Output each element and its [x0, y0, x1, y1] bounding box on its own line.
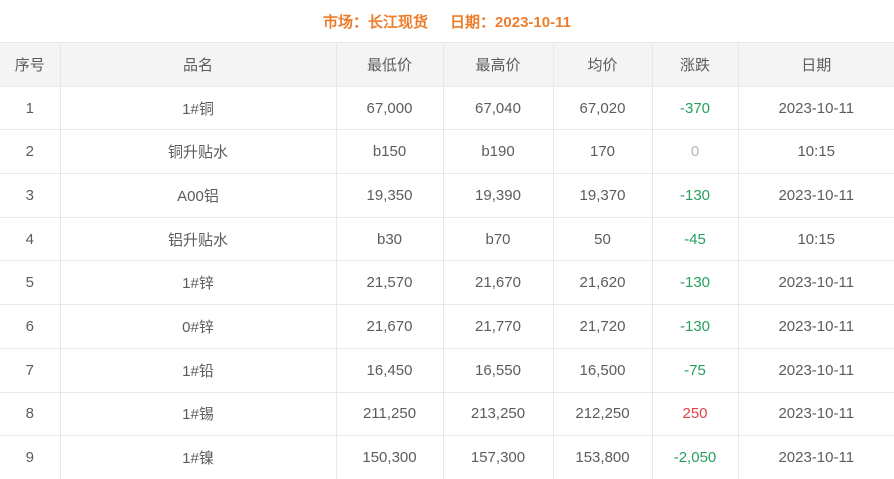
cell-date: 2023-10-11 [738, 173, 894, 218]
cell-avg: 21,620 [553, 260, 653, 305]
cell-no: 8 [0, 391, 61, 436]
date-label: 日期：2023-10-11 [450, 13, 571, 31]
cell-change: -45 [652, 216, 739, 261]
cell-low: 21,670 [336, 304, 444, 349]
table-row: 4 铝升贴水 b30 b70 50 -45 10:15 [0, 216, 894, 261]
cell-no: 4 [0, 216, 61, 261]
cell-high: 19,390 [443, 173, 554, 218]
cell-name: 1#锌 [60, 260, 337, 305]
cell-date: 2023-10-11 [738, 260, 894, 305]
table-row: 9 1#镍 150,300 157,300 153,800 -2,050 2023-10-1… [0, 435, 894, 479]
cell-low: b30 [336, 216, 444, 261]
column-header-date: 日期 [738, 42, 894, 87]
column-header-avg: 均价 [553, 42, 653, 87]
price-table: 序号 品名 最低价 最高价 均价 涨跌 日期 1 1#铜 67,000 67,040 67,020-… [0, 42, 894, 479]
cell-high: 67,040 [443, 85, 554, 130]
cell-high: 16,550 [443, 347, 554, 392]
column-header-low: 最低价 [336, 42, 444, 87]
cell-no: 2 [0, 129, 61, 174]
cell-high: 21,670 [443, 260, 554, 305]
cell-avg: 19,370 [553, 173, 653, 218]
market-label: 市场：长江现货 [323, 13, 429, 31]
cell-avg: 212,250 [553, 391, 653, 436]
cell-change: -2,050 [652, 435, 739, 479]
header-row: 序号 品名 最低价 最高价 均价 涨跌 日期 [0, 42, 894, 87]
cell-name: 0#锌 [60, 304, 337, 349]
cell-name: 1#锡 [60, 391, 337, 436]
cell-change: 0 [652, 129, 739, 174]
cell-name: 铜升贴水 [60, 129, 337, 174]
cell-name: 1#镍 [60, 435, 337, 479]
cell-change: 250 [652, 391, 739, 436]
cell-low: b150 [336, 129, 444, 174]
cell-no: 1 [0, 85, 61, 130]
cell-high: b70 [443, 216, 554, 261]
table-body: 1 1#铜 67,000 67,040 67,020 -370 2023-10-11 2 铜升贴… [0, 85, 894, 479]
cell-avg: 21,720 [553, 304, 653, 349]
cell-low: 67,000 [336, 85, 444, 130]
cell-date: 10:15 [738, 216, 894, 261]
cell-no: 3 [0, 173, 61, 218]
cell-name: 1#铅 [60, 347, 337, 392]
cell-avg: 170 [553, 129, 653, 174]
page-title: 市场：长江现货 日期：2023-10-11 [0, 0, 894, 42]
cell-no: 5 [0, 260, 61, 305]
table-row: 8 1#锡 211,250 213,250 212,250 250 2023-10-11 [0, 391, 894, 436]
cell-low: 19,350 [336, 173, 444, 218]
cell-name: 铝升贴水 [60, 216, 337, 261]
table-row: 3 A00铝 19,350 19,390 19,370 -130 2023-10-11 [0, 173, 894, 218]
table-header: 序号 品名 最低价 最高价 均价 涨跌 日期 [0, 42, 894, 87]
column-header-high: 最高价 [443, 42, 554, 87]
cell-no: 9 [0, 435, 61, 479]
cell-date: 10:15 [738, 129, 894, 174]
cell-name: 1#铜 [60, 85, 337, 130]
cell-no: 7 [0, 347, 61, 392]
cell-date: 2023-10-11 [738, 347, 894, 392]
cell-change: -130 [652, 304, 739, 349]
cell-low: 150,300 [336, 435, 444, 479]
cell-name: A00铝 [60, 173, 337, 218]
table-row: 7 1#铅 16,450 16,550 16,500 -75 2023-10-11 [0, 347, 894, 392]
cell-high: 213,250 [443, 391, 554, 436]
cell-date: 2023-10-11 [738, 391, 894, 436]
table-row: 6 0#锌 21,670 21,770 21,720 -130 2023-10-11 [0, 304, 894, 349]
cell-high: b190 [443, 129, 554, 174]
table-row: 5 1#锌 21,570 21,670 21,620 -130 2023-10-11 [0, 260, 894, 305]
cell-avg: 67,020 [553, 85, 653, 130]
cell-low: 21,570 [336, 260, 444, 305]
cell-low: 16,450 [336, 347, 444, 392]
cell-high: 157,300 [443, 435, 554, 479]
table-row: 1 1#铜 67,000 67,040 67,020 -370 2023-10-11 [0, 85, 894, 130]
column-header-no: 序号 [0, 42, 61, 87]
cell-change: -75 [652, 347, 739, 392]
cell-change: -370 [652, 85, 739, 130]
cell-avg: 50 [553, 216, 653, 261]
table-row: 2 铜升贴水 b150 b190 170 0 10:15 [0, 129, 894, 174]
cell-no: 6 [0, 304, 61, 349]
cell-avg: 16,500 [553, 347, 653, 392]
cell-avg: 153,800 [553, 435, 653, 479]
column-header-name: 品名 [60, 42, 337, 87]
column-header-change: 涨跌 [652, 42, 739, 87]
cell-change: -130 [652, 173, 739, 218]
cell-change: -130 [652, 260, 739, 305]
cell-low: 211,250 [336, 391, 444, 436]
cell-date: 2023-10-11 [738, 85, 894, 130]
cell-date: 2023-10-11 [738, 304, 894, 349]
cell-date: 2023-10-11 [738, 435, 894, 479]
cell-high: 21,770 [443, 304, 554, 349]
